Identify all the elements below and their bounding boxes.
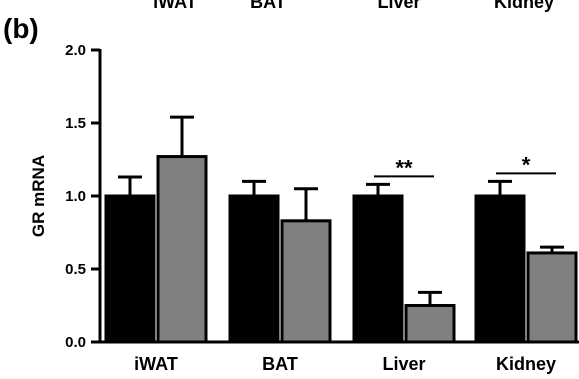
axes [91,48,579,344]
top-label-liver: Liver [377,0,420,12]
panel-label: (b) [3,13,39,44]
bar-iwat-1 [104,194,156,344]
x-tick-labels: iWAT BAT Liver Kidney [134,354,556,374]
significance-label: ** [395,155,413,180]
bar-bat-1 [228,194,280,344]
bar-iwat-2 [156,155,208,344]
bar-kidney-2 [526,251,578,344]
y-tick-labels: 0.0 0.5 1.0 1.5 2.0 [65,42,86,351]
significance-label: * [522,152,531,177]
bar-kidney-1 [474,194,526,344]
y-tick-label: 2.0 [65,42,86,59]
x-tick-label-liver: Liver [382,354,425,374]
bar-bat-2 [280,219,332,344]
top-category-labels: iWAT BAT Liver Kidney [153,0,554,12]
error-bars [118,115,564,306]
top-label-kidney: Kidney [494,0,554,12]
x-tick-label-kidney: Kidney [496,354,556,374]
y-tick-label: 0.0 [65,334,86,351]
y-axis-label: GR mRNA [29,155,48,237]
bar-liver-2 [404,304,456,344]
top-label-iwat: iWAT [153,0,197,12]
y-tick-label: 1.5 [65,115,86,132]
x-tick-label-bat: BAT [262,354,298,374]
y-tick-label: 1.0 [65,188,86,205]
x-tick-label-iwat: iWAT [134,354,178,374]
y-tick-label: 0.5 [65,261,86,278]
significance-markers: ** * [374,152,556,180]
top-label-bat: BAT [250,0,286,12]
bar-liver-1 [352,194,404,344]
bars [104,155,578,344]
